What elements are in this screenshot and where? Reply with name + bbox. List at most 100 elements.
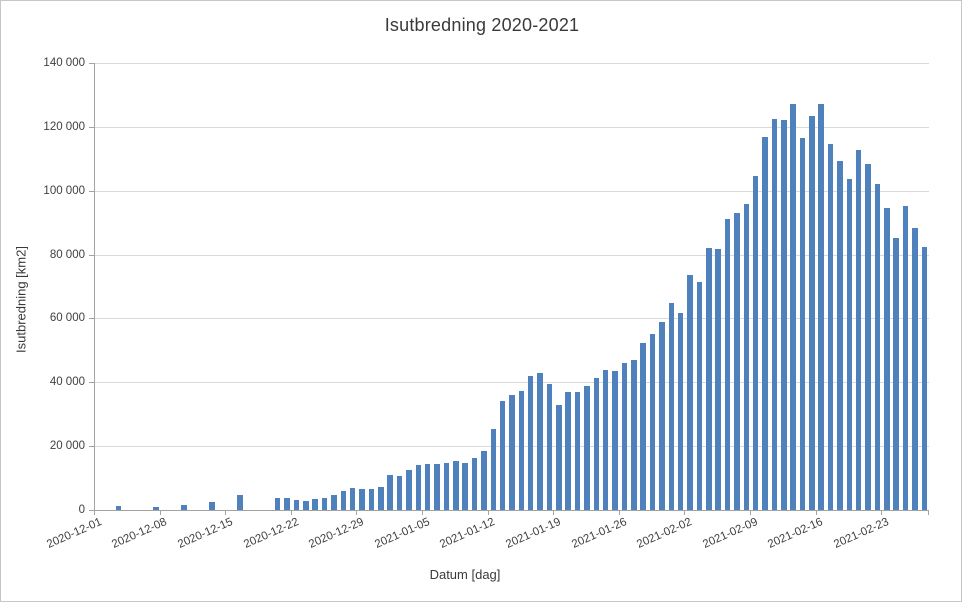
gridline [95, 126, 929, 128]
bar [874, 184, 881, 510]
bar [340, 491, 347, 510]
x-axis-tick [225, 511, 227, 515]
y-axis-tick [89, 382, 94, 384]
x-tick-label: 2021-02-09 [700, 516, 760, 551]
bar [743, 203, 750, 510]
y-tick-label: 0 [78, 504, 85, 516]
bar [640, 343, 646, 510]
bar [865, 163, 871, 510]
bar [349, 487, 356, 510]
x-axis-tick [928, 511, 929, 515]
x-axis-tick [290, 511, 292, 515]
bar [706, 247, 712, 510]
x-tick-label: 2021-01-05 [372, 516, 432, 551]
bar [584, 385, 590, 510]
y-tick-label: 80 000 [49, 248, 85, 261]
bar [284, 497, 290, 510]
bar [303, 501, 309, 510]
x-tick-label: 2021-02-23 [832, 516, 891, 551]
bar [752, 175, 759, 510]
bar [153, 507, 159, 510]
y-tick-label: 100 000 [43, 184, 85, 197]
bar [724, 219, 731, 510]
bar [181, 505, 187, 510]
x-axis-tick [356, 511, 358, 515]
gridline [95, 318, 929, 320]
bar [621, 362, 628, 510]
bar [537, 373, 543, 510]
x-tick-label: 2020-12-08 [110, 516, 170, 551]
y-tick-label: 140 000 [43, 57, 85, 69]
bar [790, 103, 796, 510]
bar [387, 475, 393, 510]
bar [818, 103, 824, 510]
bar [677, 313, 684, 510]
x-tick-label: 2021-02-02 [635, 516, 694, 551]
bar [453, 461, 459, 510]
y-tick-label: 60 000 [49, 312, 85, 325]
y-tick-label: 20 000 [49, 440, 85, 453]
bar [593, 378, 600, 510]
bar [368, 489, 375, 510]
bar [602, 369, 609, 510]
bar [687, 274, 693, 510]
x-axis-tick [421, 511, 423, 515]
bar [321, 497, 328, 510]
bar [378, 487, 384, 510]
bar [649, 334, 656, 510]
bar [471, 457, 478, 510]
bar [237, 495, 243, 510]
bar [481, 450, 487, 510]
bar [762, 137, 768, 510]
bar [612, 371, 618, 510]
x-axis-tick [881, 511, 883, 515]
bar [462, 463, 468, 510]
x-axis-tick [159, 511, 161, 515]
bar [912, 228, 918, 510]
x-axis-tick [487, 511, 489, 515]
bar [809, 116, 815, 510]
bar [855, 149, 862, 510]
bar [415, 464, 422, 510]
y-axis-tick [89, 510, 94, 511]
bar [406, 470, 412, 510]
bar [696, 282, 703, 510]
bar [443, 462, 450, 510]
x-axis-tick [749, 511, 751, 515]
bar [921, 246, 928, 510]
bar [668, 303, 675, 510]
y-tick-label: 120 000 [43, 120, 85, 133]
y-axis-tick [89, 126, 94, 128]
gridline [95, 190, 929, 192]
bar [115, 506, 122, 510]
chart-title: Isutbredning 2020-2021 [384, 15, 580, 35]
y-tick-label: 40 000 [49, 376, 85, 389]
gridline [95, 382, 929, 384]
bar [884, 207, 890, 510]
bar [556, 404, 562, 510]
bar [499, 400, 506, 510]
x-axis-tick [815, 511, 817, 515]
y-axis-tick [89, 63, 94, 64]
x-tick-label: 2021-01-12 [438, 516, 498, 551]
x-tick-label: 2020-12-15 [176, 516, 235, 551]
bar [659, 321, 665, 510]
bar [715, 248, 721, 510]
gridline [95, 63, 929, 64]
y-axis-tick [89, 446, 94, 448]
bar [827, 144, 834, 510]
bar [574, 392, 581, 510]
bar [565, 391, 571, 510]
plot-area [94, 63, 929, 511]
bar [771, 118, 778, 510]
x-axis-tick [684, 511, 686, 515]
bar [893, 237, 899, 510]
x-axis-tick [618, 511, 620, 515]
bar [359, 488, 365, 510]
gridline [95, 254, 929, 256]
x-tick-label: 2021-01-19 [504, 516, 563, 551]
y-axis-tick [89, 254, 94, 256]
y-axis-tick [89, 190, 94, 192]
bar [546, 384, 553, 510]
